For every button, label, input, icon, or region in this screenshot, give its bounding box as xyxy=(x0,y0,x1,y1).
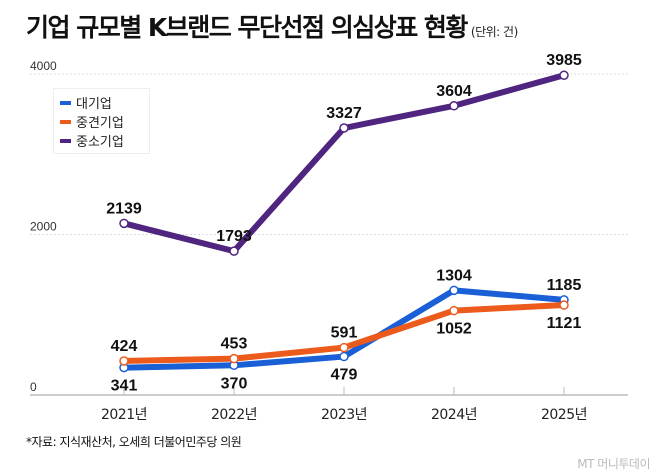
legend-label: 중견기업 xyxy=(76,116,124,131)
data-label: 2139 xyxy=(106,200,142,217)
data-point xyxy=(119,356,129,366)
legend-item: 대기업 xyxy=(54,93,149,112)
data-label: 1304 xyxy=(436,267,472,284)
source-note: *자료: 지식재산처, 오세희 더불어민주당 의원 xyxy=(26,435,242,449)
data-label: 479 xyxy=(331,367,358,384)
data-point xyxy=(339,123,349,133)
unit-label: (단위: 건) xyxy=(470,25,518,39)
data-point xyxy=(559,300,569,310)
data-label: 1793 xyxy=(216,228,252,245)
x-tick-label: 2023년 xyxy=(321,407,367,423)
watermark-logo: MT 머니투데이 xyxy=(577,457,650,471)
legend-item: 중견기업 xyxy=(54,112,149,131)
x-tick-label: 2022년 xyxy=(211,407,257,423)
data-point xyxy=(449,305,459,316)
data-point xyxy=(119,218,129,229)
data-label: 1052 xyxy=(436,321,472,338)
x-tick-label: 2021년 xyxy=(101,407,147,423)
data-point xyxy=(449,285,459,296)
data-label: 370 xyxy=(221,375,248,392)
data-label: 3604 xyxy=(436,83,472,100)
legend-swatch xyxy=(60,100,71,105)
data-point xyxy=(339,342,349,353)
data-point xyxy=(449,101,459,111)
data-label: 341 xyxy=(111,378,138,395)
data-point xyxy=(559,70,569,80)
legend-swatch xyxy=(60,138,71,143)
x-tick-label: 2025년 xyxy=(541,407,587,423)
legend-swatch xyxy=(60,119,71,124)
x-tick-label: 2024년 xyxy=(431,407,477,423)
title-text: 기업 규모별 K브랜드 무단선점 의심상표 현황 xyxy=(26,13,468,42)
data-label: 3327 xyxy=(326,105,362,122)
data-label: 453 xyxy=(221,336,248,353)
y-tick-label: 2000 xyxy=(30,220,57,234)
data-point xyxy=(339,351,349,362)
data-label: 424 xyxy=(111,338,138,355)
data-point xyxy=(229,246,239,256)
legend-item: 중소기업 xyxy=(54,131,149,150)
data-point xyxy=(229,353,239,364)
legend-label: 중소기업 xyxy=(76,135,124,150)
data-label: 591 xyxy=(331,325,358,342)
chart-title: 기업 규모별 K브랜드 무단선점 의심상표 현황 (단위: 건) xyxy=(26,8,518,44)
series-line-2 xyxy=(121,72,567,255)
data-label: 1121 xyxy=(547,315,582,332)
y-tick-label: 4000 xyxy=(30,59,57,73)
data-label: 1185 xyxy=(547,277,582,294)
legend-label: 대기업 xyxy=(76,97,112,112)
legend: 대기업 중견기업 중소기업 xyxy=(53,88,150,154)
y-tick-label: 0 xyxy=(30,380,37,394)
data-label: 3985 xyxy=(546,52,582,69)
